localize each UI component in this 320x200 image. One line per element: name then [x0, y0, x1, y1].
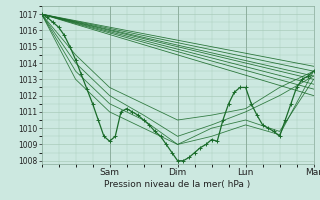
X-axis label: Pression niveau de la mer( hPa ): Pression niveau de la mer( hPa )	[104, 180, 251, 189]
